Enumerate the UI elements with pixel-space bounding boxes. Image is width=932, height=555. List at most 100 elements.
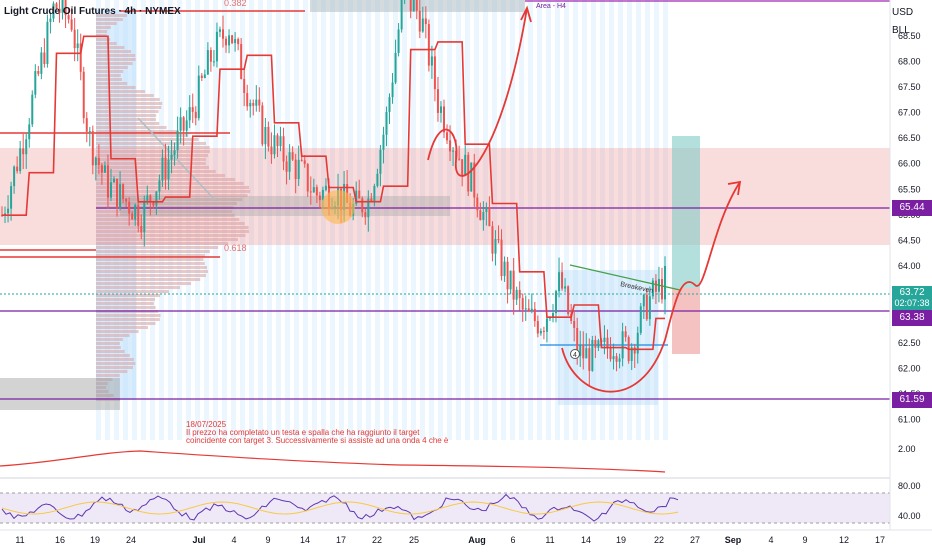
current-price-tag[interactable]: 63.72 02:07:38 [892, 286, 932, 310]
date-tick: 9 [802, 535, 807, 545]
highlight-stripe [267, 0, 272, 440]
candle-body [567, 286, 570, 315]
candle-body [648, 296, 651, 320]
volume-profile-bar [96, 270, 209, 273]
support-box[interactable] [0, 378, 120, 410]
volume-profile-bar [96, 262, 205, 265]
candle-body [654, 280, 657, 292]
projection-curve-2[interactable] [561, 181, 741, 393]
candle-body [28, 124, 31, 140]
level-tag-upper[interactable]: 65.44 [892, 200, 932, 216]
date-tick: 9 [265, 535, 270, 545]
date-tick: 11 [545, 535, 554, 545]
volume-profile-bar [96, 286, 180, 289]
candle-body [421, 18, 424, 32]
candle-body [149, 195, 152, 202]
wave-4-label: 4 [573, 352, 577, 359]
breakeven-line[interactable] [569, 264, 681, 291]
level-tag-low[interactable]: 61.59 [892, 392, 932, 408]
candle-body [485, 207, 488, 213]
price-tick: 66.00 [898, 159, 921, 169]
candle-body [400, 0, 403, 30]
currency-label[interactable]: USD [892, 7, 914, 18]
candle-body [630, 347, 633, 361]
volume-profile-bar [96, 294, 161, 297]
unit-label[interactable]: BLL [892, 25, 910, 36]
candle-body [203, 74, 206, 78]
candle-body [194, 111, 197, 119]
volume-profile-bar [96, 374, 120, 377]
note-line-2: Il prezzo ha completato un testa e spall… [186, 428, 420, 437]
candle-body [521, 298, 524, 310]
symbol-title[interactable]: Light Crude Oil Futures · 4h · NYMEX [4, 6, 181, 17]
candle-body [113, 178, 116, 183]
time-axis[interactable] [0, 530, 932, 550]
level-tag-mid[interactable]: 63.38 [892, 310, 932, 326]
wave-4-marker[interactable] [570, 349, 580, 359]
highlight-stripe [303, 0, 308, 440]
candle-body [152, 201, 155, 206]
highlight-stripe [285, 0, 290, 440]
volume-profile-bar [96, 250, 210, 253]
highlight-stripe [402, 0, 407, 440]
volume-profile-bar [96, 266, 208, 269]
volume-profile-bar [96, 174, 226, 177]
date-tick: 25 [409, 535, 419, 545]
candle-body [491, 226, 494, 254]
candle-body [128, 201, 131, 214]
candle-body [279, 136, 282, 147]
resistance-zone[interactable] [0, 148, 890, 245]
candle-body [394, 52, 397, 83]
candle-body [212, 61, 215, 63]
candle-body [364, 212, 367, 218]
position-target-zone[interactable] [672, 136, 700, 288]
candle-body [64, 0, 67, 16]
candle-body [85, 118, 88, 132]
candle-body [370, 198, 373, 202]
volume-profile-bar [96, 110, 159, 113]
candle-body [449, 140, 452, 152]
osc-bottom-label: 40.00 [898, 511, 921, 521]
candle-body [143, 200, 146, 233]
volume-profile-bar [96, 102, 163, 105]
price-tick: 67.00 [898, 108, 921, 118]
candle-body [206, 50, 209, 75]
volume-profile-bar [96, 138, 199, 141]
date-tick: 19 [616, 535, 626, 545]
candle-body [539, 330, 542, 334]
highlight-stripe [591, 0, 596, 440]
candle-body [288, 152, 291, 172]
volume-profile-bar [96, 254, 205, 257]
candle-body [612, 356, 615, 360]
candle-body [660, 279, 663, 300]
highlight-stripe [573, 0, 578, 440]
candle-body [303, 160, 306, 164]
candle-body [418, 10, 421, 32]
diagonal-trend-line[interactable] [137, 117, 216, 201]
candle-body [497, 239, 500, 241]
candle-body [228, 35, 231, 46]
candle-body [464, 154, 467, 175]
volume-profile-bar [96, 334, 130, 337]
candle-body [197, 75, 200, 119]
candle-body [355, 190, 358, 204]
candle-body [170, 154, 173, 160]
oscillator-band [0, 493, 890, 523]
candle-body [158, 180, 161, 192]
candle-body [527, 308, 530, 312]
candle-body [285, 161, 288, 172]
highlight-stripe [348, 0, 353, 440]
price-scale[interactable] [890, 0, 932, 550]
price-tick: 68.50 [898, 31, 921, 41]
candle-body [300, 159, 303, 161]
projection-curve-1[interactable] [427, 7, 528, 177]
price-tick-labels: 68.5068.0067.5067.0066.5066.0065.5065.00… [898, 31, 921, 425]
highlight-circle[interactable] [321, 190, 355, 224]
candle-body [218, 29, 221, 32]
candle-body [597, 340, 600, 348]
candle-body [140, 225, 143, 233]
candle-body [137, 204, 140, 226]
volume-profile-bar [96, 22, 117, 25]
candle-body [424, 18, 427, 25]
